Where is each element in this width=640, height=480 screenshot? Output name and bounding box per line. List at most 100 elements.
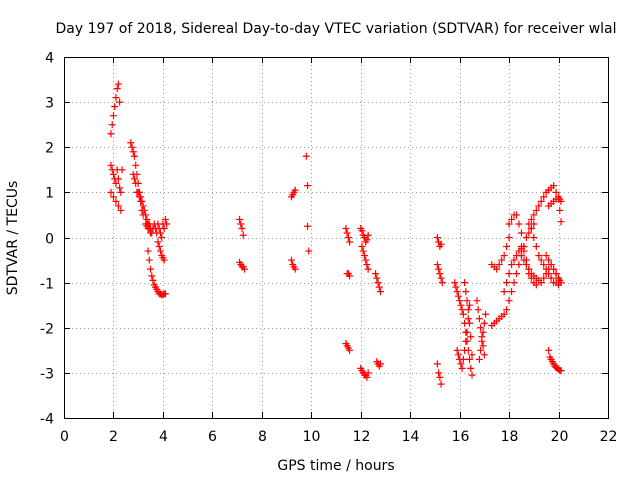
data-point [360,252,368,260]
data-point [344,234,352,241]
data-point [461,346,469,354]
x-tick-label: 14 [402,429,420,445]
data-point [462,337,470,345]
data-point [477,324,485,332]
data-point [510,256,518,264]
data-point [545,256,553,264]
data-point [236,215,244,223]
data-point [109,170,117,178]
data-point [107,130,115,138]
data-point [498,256,506,264]
data-point [500,288,508,296]
data-point [112,179,120,187]
y-tick-label: 4 [45,51,54,67]
data-point [513,270,521,278]
data-point [127,139,135,147]
data-point [478,337,486,345]
data-point [302,152,310,160]
data-point [305,247,313,255]
x-tick-label: 2 [109,429,118,445]
data-point [155,243,163,251]
data-point [137,197,145,205]
x-tick-label: 12 [353,429,371,445]
data-point [342,224,350,232]
data-point [437,274,445,282]
data-point [522,234,530,241]
data-point [552,270,560,278]
data-point [508,288,516,296]
x-tick-label: 18 [501,429,519,445]
data-point [158,234,166,241]
data-point [493,265,501,273]
data-point [437,380,445,388]
data-point [343,229,351,237]
x-tick-label: 6 [208,429,217,445]
data-point [457,301,465,309]
data-point [540,274,548,282]
data-point [515,261,523,269]
data-point [458,306,466,314]
y-tick-label: -1 [40,277,54,293]
x-tick-label: 4 [159,429,168,445]
data-point [291,265,299,273]
data-point [459,310,467,318]
data-point [241,265,249,273]
data-point [363,261,371,269]
data-point [464,315,472,323]
y-axis-title: SDTVAR / TECUs [5,181,21,296]
data-point [161,290,169,298]
data-point [161,215,169,223]
data-point [515,220,523,228]
data-point [363,373,371,381]
data-point [107,161,115,169]
data-point [346,346,354,354]
data-point [466,319,474,327]
data-point [520,247,528,255]
data-point [109,193,117,201]
data-point [437,240,445,248]
data-point [532,281,540,289]
data-point [144,247,152,255]
x-tick-label: 22 [600,429,618,445]
data-point [109,112,117,120]
data-point [239,231,247,239]
data-point [480,319,488,327]
data-point [112,94,120,102]
data-point [116,184,124,192]
data-point [438,279,446,287]
data-point [542,252,550,260]
data-point [517,229,525,237]
data-point [475,355,483,363]
data-point [454,351,462,359]
data-point [474,306,482,314]
data-point [500,310,508,318]
data-point [238,224,246,232]
data-point [132,179,140,187]
data-point [527,215,535,223]
data-point [503,306,511,314]
data-point [527,224,535,232]
data-point [346,272,354,280]
data-point [149,276,157,284]
data-point [362,256,370,264]
data-point [466,301,474,309]
data-point [374,279,382,287]
data-point [505,297,513,305]
data-point [132,161,140,169]
data-point [530,211,538,219]
data-point [517,252,525,260]
data-point [304,222,312,230]
y-tick-label: 1 [45,186,54,202]
y-tick-label: 3 [45,96,54,112]
data-point [550,265,558,273]
data-point [479,342,487,350]
data-point [463,328,471,336]
data-point [145,256,153,264]
data-point [160,256,168,264]
data-point [466,355,474,363]
data-point [134,188,142,196]
data-point [522,256,530,264]
data-point [114,80,122,88]
data-point [156,229,164,237]
